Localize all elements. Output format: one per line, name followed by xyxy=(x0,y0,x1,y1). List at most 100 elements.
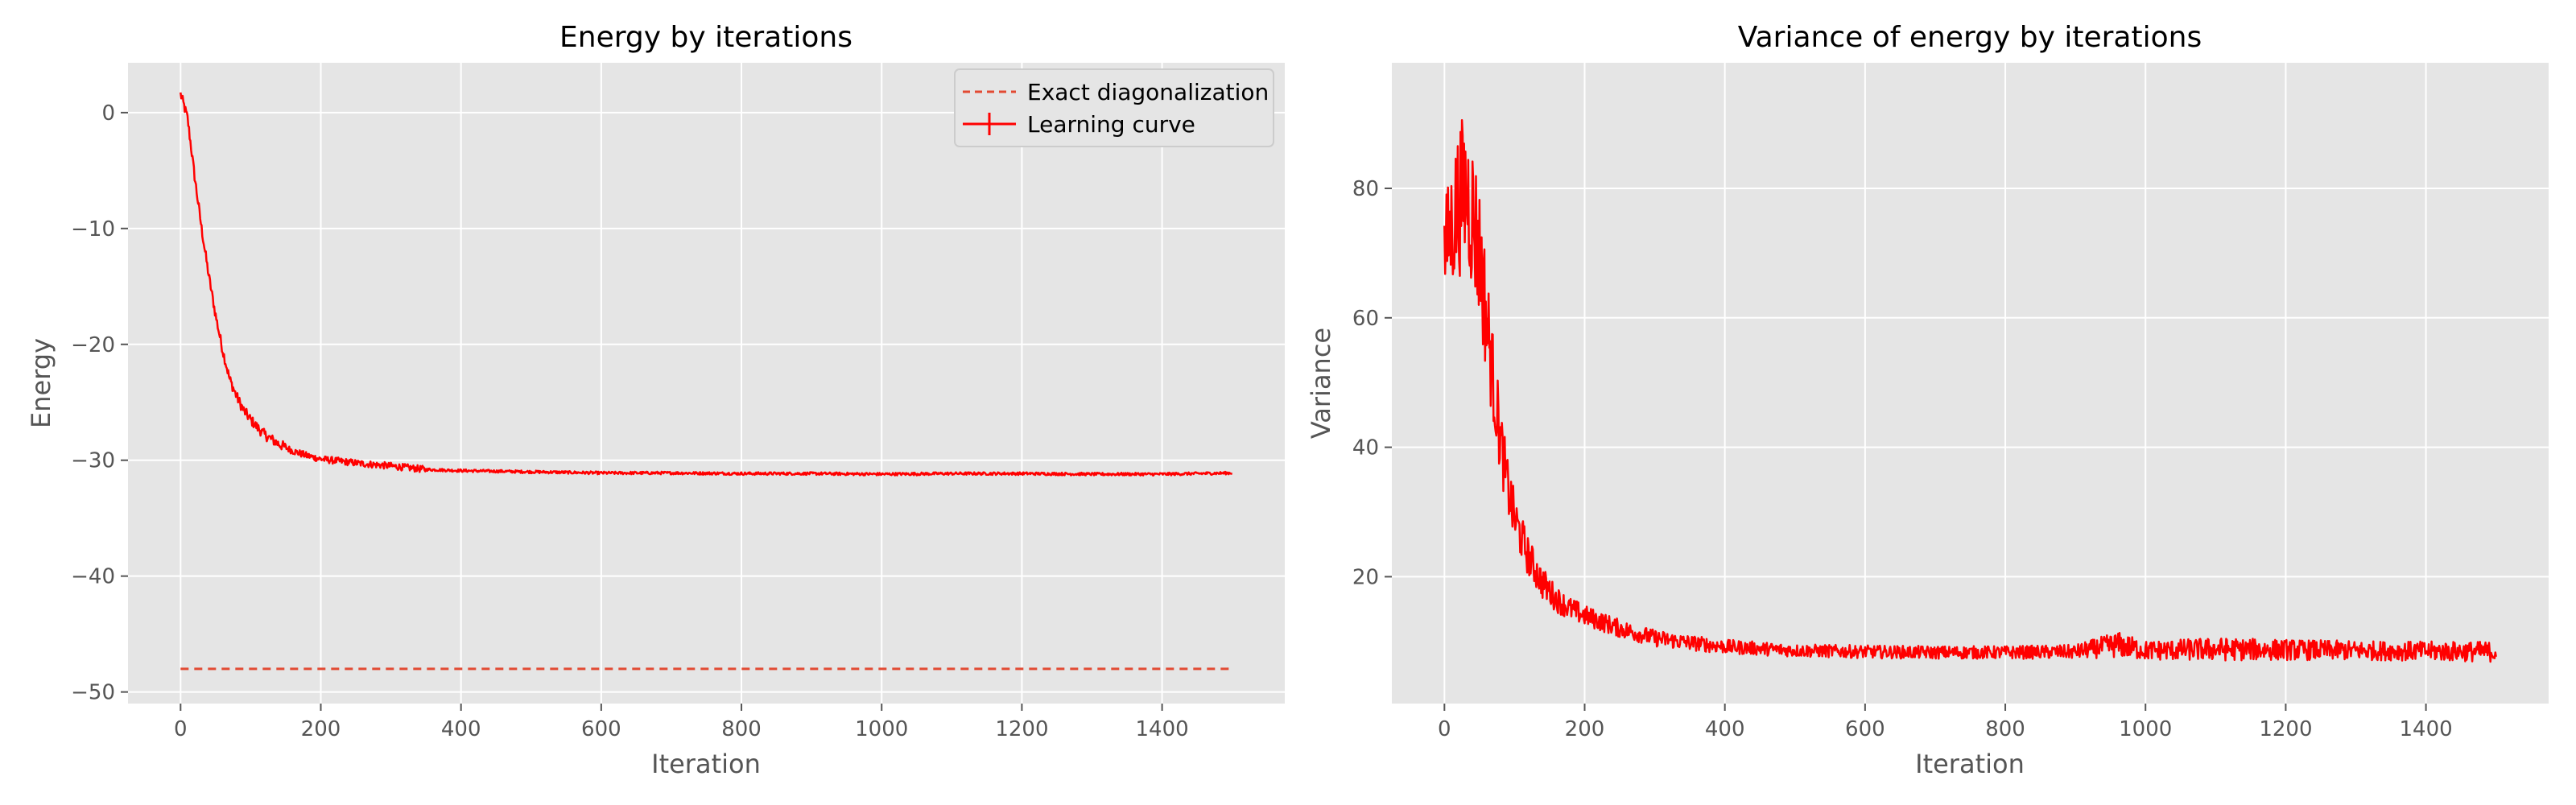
energy-data-point xyxy=(180,99,185,104)
variance-y-tick-label: 80 xyxy=(1352,177,1379,201)
energy-data-point xyxy=(185,116,190,121)
energy-data-point xyxy=(242,408,246,413)
variance-data-point xyxy=(2494,650,2499,654)
variance-y-tick-label: 20 xyxy=(1352,565,1379,589)
variance-x-tick-label: 600 xyxy=(1845,717,1885,741)
energy-chart: 0 200 400 600 800 1000 1200 1400 −50 −40 −30 −20 −1… xyxy=(26,21,1285,779)
energy-gridlines xyxy=(128,63,1285,704)
variance-data-point xyxy=(1568,607,1573,612)
variance-y-tick-label: 40 xyxy=(1352,436,1379,460)
variance-x-tick-label: 1400 xyxy=(2400,717,2453,741)
energy-y-tick-label: −10 xyxy=(71,217,115,242)
variance-data-point xyxy=(1933,650,1938,654)
variance-data-point xyxy=(1484,316,1489,320)
variance-data-point xyxy=(1449,225,1454,229)
energy-data-point xyxy=(361,461,365,466)
energy-x-axis-label: Iteration xyxy=(651,749,761,779)
variance-data-point xyxy=(1456,199,1461,204)
variance-data-point xyxy=(2003,650,2008,654)
energy-data-point xyxy=(262,432,267,437)
variance-x-tick-label: 200 xyxy=(1565,717,1605,741)
variance-chart-title: Variance of energy by iterations xyxy=(1738,21,2202,54)
energy-x-tick-label: 1400 xyxy=(1136,717,1189,741)
energy-data-point xyxy=(809,471,814,476)
legend-box xyxy=(954,68,1274,147)
variance-data-point xyxy=(1442,250,1447,255)
energy-data-point xyxy=(340,459,345,464)
energy-legend: Exact diagonalization Learning curve xyxy=(954,68,1274,147)
variance-data-point xyxy=(1519,535,1524,540)
legend-exact-diagonalization-label: Exact diagonalization xyxy=(1027,79,1269,105)
variance-data-point xyxy=(1617,626,1622,631)
energy-data-point xyxy=(234,394,239,399)
energy-data-point xyxy=(459,469,464,473)
energy-data-point xyxy=(304,453,309,458)
variance-data-point xyxy=(1463,186,1468,191)
energy-y-tick-label: −50 xyxy=(71,681,115,705)
variance-x-ticks: 0 200 400 600 800 1000 1200 1400 xyxy=(1438,704,2453,741)
variance-data-point xyxy=(1554,597,1559,602)
variance-y-ticks: 20 40 60 80 xyxy=(1352,177,1392,589)
energy-data-point xyxy=(319,456,324,461)
energy-data-point xyxy=(669,471,674,476)
energy-data-point xyxy=(599,471,604,476)
energy-data-point xyxy=(1160,472,1165,477)
variance-y-tick-label: 60 xyxy=(1352,307,1379,331)
variance-data-point xyxy=(2115,642,2120,647)
variance-x-tick-label: 1000 xyxy=(2119,717,2172,741)
variance-series xyxy=(1442,119,2499,663)
variance-x-axis-label: Iteration xyxy=(1915,749,2025,779)
energy-data-point xyxy=(1019,471,1024,476)
energy-data-point xyxy=(1090,472,1095,477)
variance-data-point xyxy=(1505,484,1510,489)
variance-data-point xyxy=(1863,650,1868,654)
variance-data-point xyxy=(1491,380,1496,385)
energy-x-tick-label: 400 xyxy=(441,717,481,741)
energy-data-point xyxy=(529,469,534,474)
energy-plot-area xyxy=(128,63,1285,704)
variance-data-point xyxy=(1653,636,1657,641)
variance-data-point xyxy=(2354,648,2359,653)
energy-data-point xyxy=(423,467,428,472)
energy-x-tick-label: 0 xyxy=(174,717,188,741)
variance-y-axis-label: Variance xyxy=(1306,328,1336,439)
variance-data-point xyxy=(2283,647,2288,652)
energy-y-tick-label: −20 xyxy=(71,333,115,357)
variance-data-point xyxy=(1498,439,1503,444)
energy-x-tick-label: 1000 xyxy=(855,717,908,741)
energy-data-point xyxy=(949,471,954,476)
variance-x-tick-label: 1200 xyxy=(2259,717,2312,741)
energy-series-learning-curve xyxy=(180,92,1233,477)
variance-x-tick-label: 0 xyxy=(1438,717,1451,741)
energy-data-point xyxy=(213,313,218,318)
energy-data-point xyxy=(248,417,253,422)
variance-data-point xyxy=(2073,650,2078,654)
energy-chart-title: Energy by iterations xyxy=(559,21,852,54)
variance-data-point xyxy=(1512,516,1517,521)
variance-gridlines xyxy=(1392,63,2549,704)
variance-data-point xyxy=(1477,250,1482,255)
energy-data-point xyxy=(255,425,260,430)
energy-data-point xyxy=(227,377,232,382)
energy-y-tick-label: 0 xyxy=(101,101,115,126)
energy-y-axis-label: Energy xyxy=(26,338,56,428)
variance-data-point xyxy=(2213,646,2218,651)
variance-data-point xyxy=(1583,613,1587,618)
variance-data-point xyxy=(2143,648,2148,653)
energy-data-point xyxy=(221,348,225,353)
variance-data-point xyxy=(2424,649,2429,654)
energy-data-point xyxy=(879,472,884,477)
variance-x-tick-label: 800 xyxy=(1985,717,2025,741)
variance-data-point xyxy=(1526,555,1531,559)
energy-x-ticks: 0 200 400 600 800 1000 1200 1400 xyxy=(174,704,1189,741)
variance-x-tick-label: 400 xyxy=(1705,717,1745,741)
energy-y-tick-label: −30 xyxy=(71,449,115,473)
variance-data-point xyxy=(1793,648,1798,653)
variance-data-point xyxy=(1540,580,1545,585)
variance-chart: 0 200 400 600 800 1000 1200 1400 20 40 60 80 Varia… xyxy=(1306,21,2549,779)
energy-data-point xyxy=(389,464,394,469)
energy-data-point xyxy=(276,442,281,447)
energy-data-point xyxy=(206,272,211,277)
energy-data-point xyxy=(178,92,183,97)
